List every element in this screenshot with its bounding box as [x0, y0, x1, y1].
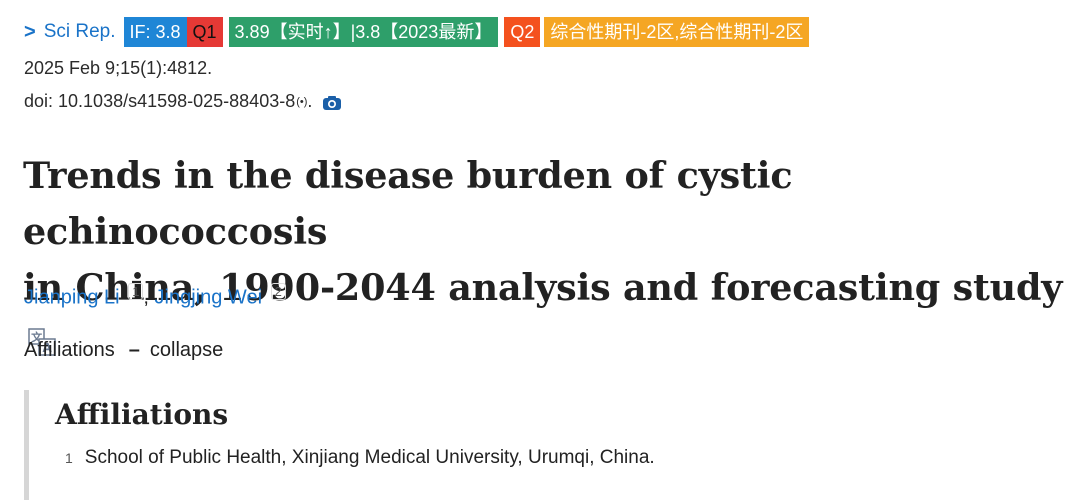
title-line-2: in China, 1990-2044 analysis and forecas… [23, 266, 1063, 309]
collapse-icon: – [128, 339, 140, 361]
page-title: Trends in the disease burden of cystic e… [23, 148, 1080, 372]
affiliation-ref-2[interactable]: 2 [270, 283, 286, 300]
author-list: Jianping Li 1, Jingjing Wei 2 [24, 283, 286, 310]
camera-icon[interactable] [322, 95, 342, 111]
affiliations-heading: Affiliations [55, 398, 229, 431]
affiliations-panel: Affiliations 1 School of Public Health, … [24, 390, 1064, 500]
title-line-1: Trends in the disease burden of cystic e… [23, 154, 793, 253]
quartile-q2-badge: Q2 [504, 17, 541, 47]
quartile-q1-badge: Q1 [186, 17, 223, 47]
publication-date: 2025 Feb 9;15(1):4812. [24, 58, 213, 78]
affiliation-number: 1 [65, 450, 73, 466]
impact-factor-badge: IF: 3.8 [123, 17, 187, 47]
affiliation-text: School of Public Health, Xinjiang Medica… [84, 447, 655, 468]
affiliation-ref-1[interactable]: 1 [128, 283, 144, 300]
doi-line: doi: 10.1038/s41598-025-88403-8 (•). [24, 91, 342, 112]
affiliations-toggle[interactable]: Affiliations – collapse [24, 339, 223, 362]
category-badge: 综合性期刊-2区,综合性期刊-2区 [544, 17, 810, 47]
chevron-right-icon[interactable]: > [24, 20, 36, 43]
author-link-1[interactable]: Jianping Li [24, 286, 120, 309]
doi-text[interactable]: doi: 10.1038/s41598-025-88403-8 [24, 91, 296, 111]
doi-period: . [307, 91, 313, 111]
affiliations-toggle-label: Affiliations [24, 339, 115, 361]
realtime-if-badge: 3.89【实时↑】|3.8【2023最新】 [228, 17, 499, 47]
journal-link[interactable]: Sci Rep. [43, 21, 116, 42]
list-item: 1 School of Public Health, Xinjiang Medi… [55, 447, 1064, 469]
author-separator: , [143, 286, 149, 309]
journal-line: > Sci Rep. IF: 3.8 Q1 3.89【实时↑】|3.8【2023… [24, 16, 810, 48]
doi-signal-icon[interactable]: (•) [296, 95, 308, 108]
collapse-label: collapse [149, 339, 224, 361]
author-link-2[interactable]: Jingjing Wei [154, 286, 263, 309]
svg-text:A: A [42, 341, 52, 355]
translate-icon[interactable]: 文 A [27, 327, 57, 357]
